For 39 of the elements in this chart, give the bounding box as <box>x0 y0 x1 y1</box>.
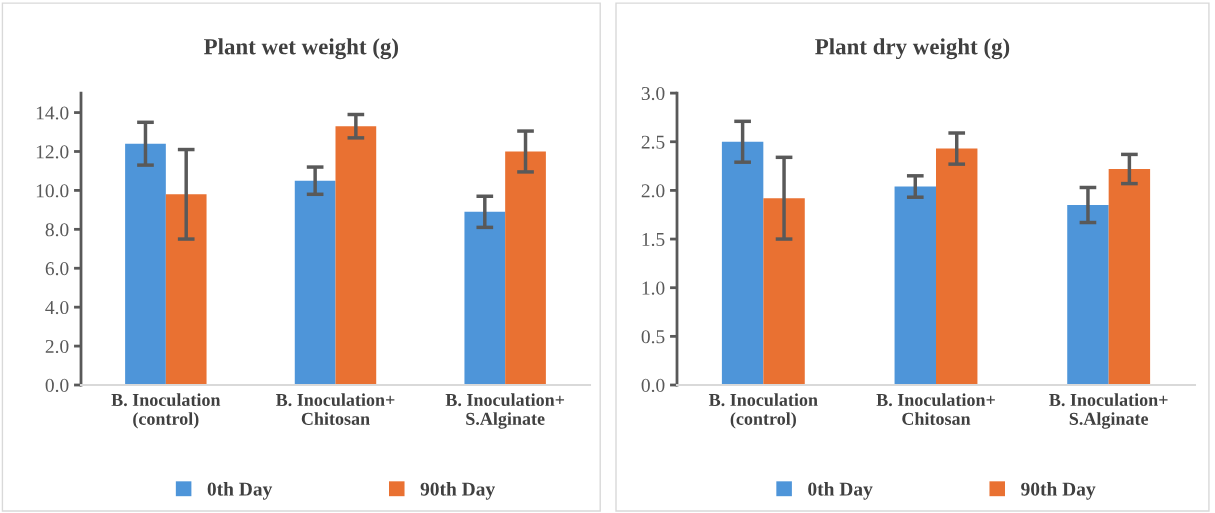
y-tick-label: 2.5 <box>641 135 665 149</box>
bar <box>165 194 207 386</box>
x-tick-label: B. Inoculation (control) <box>111 393 221 429</box>
bar <box>1108 169 1151 386</box>
y-tick-label: 4.0 <box>45 300 69 315</box>
x-tick-label: B. Inoculation (control) <box>708 393 818 429</box>
bar <box>721 141 764 386</box>
y-tick-label: 12.0 <box>36 145 69 159</box>
y-tick-label: 0.5 <box>641 330 665 344</box>
legend-label: 0th Day <box>808 482 873 500</box>
chart-title: Plant dry weight (g) <box>815 38 1010 60</box>
y-tick-label: 1.0 <box>642 281 665 295</box>
y-tick-label: 2.0 <box>45 339 69 354</box>
chart-title: Plant wet weight (g) <box>204 38 399 60</box>
legend-label: 90th Day <box>1021 482 1096 500</box>
y-tick-label: 10.0 <box>36 184 69 198</box>
bar <box>1067 205 1109 386</box>
y-tick-label: 2.0 <box>641 184 665 198</box>
y-tick-label: 8.0 <box>45 223 69 237</box>
y-tick-label: 1.5 <box>642 232 665 247</box>
bar <box>294 180 336 386</box>
bar <box>763 198 805 386</box>
bar <box>936 148 978 386</box>
x-tick-label: B. Inoculation+ Chitosan <box>876 393 995 425</box>
y-tick-label: 0.0 <box>45 378 69 393</box>
y-tick-label: 3.0 <box>641 86 665 101</box>
y-tick-label: 6.0 <box>45 262 69 276</box>
y-tick-label: 14.0 <box>36 106 69 120</box>
bar <box>335 126 377 386</box>
x-tick-label: B. Inoculation+ S.Alginate <box>445 393 565 429</box>
bar <box>464 211 506 386</box>
x-tick-label: B. Inoculation+ S.Alginate <box>1049 393 1168 429</box>
legend-label: 90th Day <box>420 482 495 500</box>
y-tick-label: 0.0 <box>641 378 665 393</box>
bar <box>125 143 166 386</box>
bar <box>894 186 936 386</box>
bar <box>505 151 546 386</box>
legend-label: 0th Day <box>207 482 273 500</box>
x-tick-label: B. Inoculation+ Chitosan <box>275 393 395 425</box>
